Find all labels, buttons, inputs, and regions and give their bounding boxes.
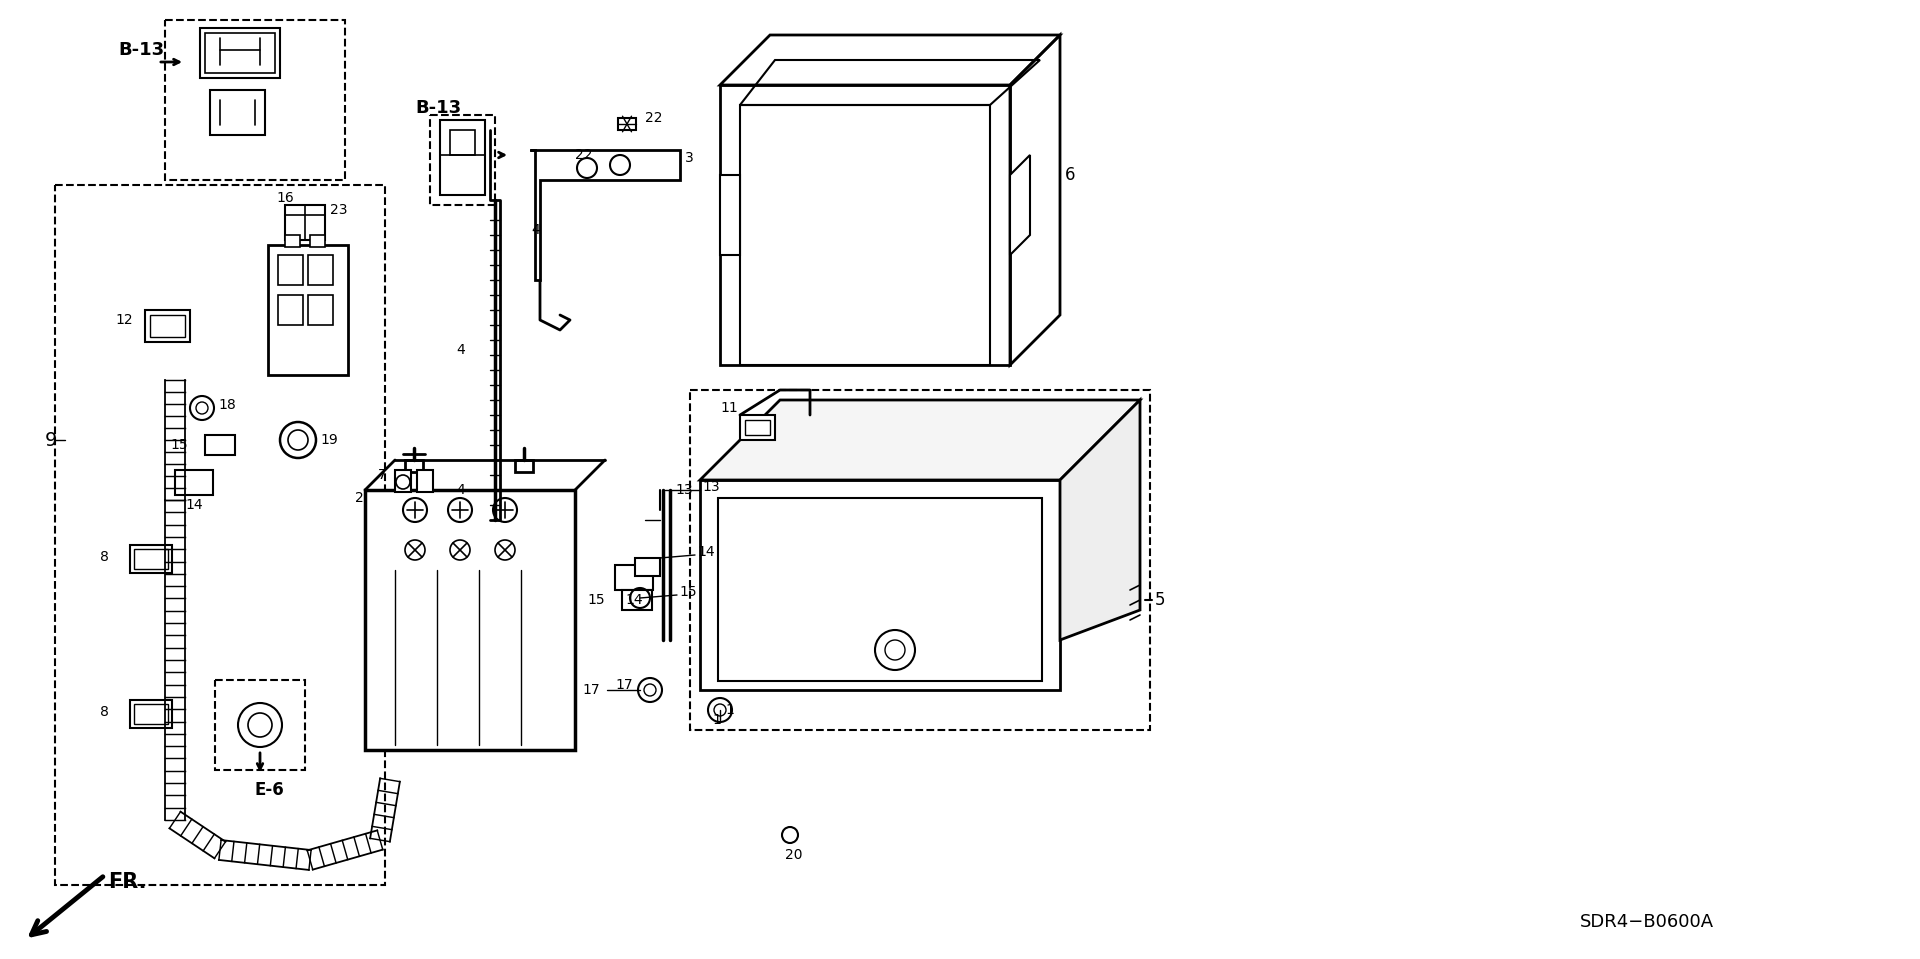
Bar	[134, 704, 169, 724]
Bar	[200, 28, 280, 78]
Bar	[307, 255, 332, 285]
Bar	[618, 118, 636, 130]
Bar	[449, 130, 474, 155]
Bar	[689, 390, 1150, 730]
Text: SDR4−B0600A: SDR4−B0600A	[1580, 913, 1715, 931]
Text: 9: 9	[44, 431, 58, 450]
Bar	[205, 33, 275, 73]
Text: 13: 13	[676, 483, 693, 497]
Text: 13: 13	[703, 480, 720, 494]
Text: 19: 19	[321, 433, 338, 447]
Text: 7: 7	[378, 468, 386, 482]
Text: B-13: B-13	[415, 99, 461, 117]
Bar	[365, 490, 574, 750]
Bar	[278, 295, 303, 325]
Bar	[718, 498, 1043, 681]
Bar	[309, 235, 324, 247]
Bar	[396, 470, 411, 492]
Text: 15: 15	[680, 585, 697, 599]
Text: 3: 3	[685, 151, 693, 165]
Bar	[739, 415, 776, 440]
Text: E-6: E-6	[255, 781, 284, 799]
Bar	[215, 680, 305, 770]
Text: 18: 18	[219, 398, 236, 412]
Polygon shape	[701, 400, 1140, 480]
Text: 6: 6	[1066, 166, 1075, 184]
Text: 14: 14	[184, 498, 204, 512]
Bar	[622, 590, 653, 610]
Text: 2: 2	[355, 491, 363, 505]
Text: 1: 1	[712, 713, 720, 727]
Text: 8: 8	[100, 550, 109, 564]
Bar	[269, 245, 348, 375]
Bar	[307, 295, 332, 325]
Text: 23: 23	[330, 203, 348, 217]
Bar	[614, 565, 653, 590]
Text: 1: 1	[726, 703, 733, 717]
Text: 5: 5	[1156, 591, 1165, 609]
Bar	[417, 470, 434, 492]
Text: FR.: FR.	[108, 872, 146, 892]
Bar	[205, 435, 234, 455]
Text: 14: 14	[697, 545, 714, 559]
Bar	[134, 549, 169, 569]
Bar	[150, 315, 184, 337]
Text: 4: 4	[457, 343, 465, 357]
Text: 16: 16	[276, 191, 294, 205]
Polygon shape	[1010, 155, 1029, 255]
Text: 15: 15	[588, 593, 605, 607]
Polygon shape	[720, 175, 739, 255]
Text: 14: 14	[626, 593, 643, 607]
Bar	[405, 460, 422, 472]
Text: 17: 17	[614, 678, 632, 692]
Bar	[515, 460, 534, 472]
Bar	[131, 700, 173, 728]
Text: 20: 20	[785, 848, 803, 862]
Bar	[165, 20, 346, 180]
Text: 15: 15	[171, 438, 188, 452]
Bar	[146, 310, 190, 342]
Bar	[131, 545, 173, 573]
Text: B-13: B-13	[119, 41, 165, 59]
Text: 4: 4	[532, 223, 540, 237]
Polygon shape	[1060, 400, 1140, 640]
Bar	[430, 115, 495, 205]
Text: 22: 22	[645, 111, 662, 125]
Bar	[440, 120, 486, 195]
Text: 4: 4	[457, 483, 465, 497]
Text: 17: 17	[582, 683, 599, 697]
Bar	[739, 105, 991, 365]
Bar	[175, 470, 213, 495]
Bar	[278, 255, 303, 285]
Bar	[284, 235, 300, 247]
Bar	[636, 558, 660, 576]
Bar	[701, 480, 1060, 690]
Bar	[56, 185, 386, 885]
Text: 11: 11	[720, 401, 737, 415]
Bar	[284, 205, 324, 240]
Text: 8: 8	[100, 705, 109, 719]
Bar	[745, 420, 770, 435]
Bar	[720, 85, 1010, 365]
Text: 22: 22	[574, 148, 593, 162]
Text: 12: 12	[115, 313, 132, 327]
Bar	[209, 90, 265, 135]
